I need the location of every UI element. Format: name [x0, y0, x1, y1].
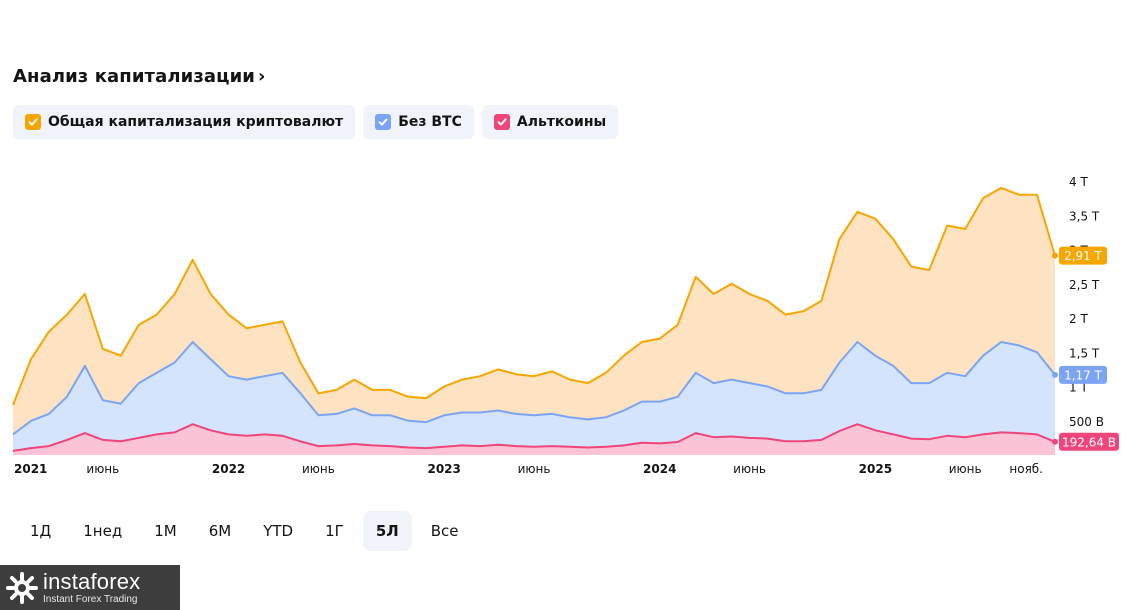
last-value-dot [1052, 438, 1058, 445]
y-tick-label: 500 B [1069, 415, 1104, 429]
range-tab-5y[interactable]: 5Л [362, 511, 412, 551]
watermark-tagline: Instant Forex Trading [43, 593, 138, 605]
checkbox-icon [25, 114, 41, 130]
x-tick-label: июнь [86, 462, 119, 476]
x-tick-label: июнь [518, 462, 551, 476]
range-tab-1y[interactable]: 1Г [325, 522, 344, 540]
range-tab-1m[interactable]: 1М [154, 522, 177, 540]
range-tab-6m[interactable]: 6М [208, 522, 232, 540]
last-value-badge-bg [1059, 365, 1107, 384]
y-tick-label: 2 T [1069, 312, 1088, 326]
x-tick-label: 2021 [14, 462, 47, 476]
last-value-dot [1052, 371, 1058, 378]
series-line-0 [12, 186, 1056, 406]
y-tick-label: 1,5 T [1069, 346, 1100, 360]
last-value-badge: 192,64 B [1052, 432, 1119, 451]
instaforex-watermark: instaforex Instant Forex Trading [0, 565, 180, 610]
checkbox-icon [375, 114, 392, 130]
watermark-name: instaforex [43, 568, 141, 594]
range-tab-ytd[interactable]: YTD [263, 522, 294, 540]
y-tick-label: 1 T [1069, 381, 1088, 395]
x-tick-label: июнь [302, 462, 335, 476]
chart-title[interactable]: Анализ капитализации › [13, 66, 266, 87]
last-value-label: 2,91 T [1064, 249, 1103, 263]
x-tick-label: 2023 [427, 462, 460, 476]
last-value-label: 192,64 B [1062, 435, 1116, 449]
last-value-badge: 1,17 T [1052, 365, 1107, 384]
series-area-2 [13, 424, 1055, 455]
range-tabs: 1Д 1нед 1М 6М YTD 1Г 5Л Все [17, 511, 478, 551]
market-cap-chart[interactable]: 500 B1 T1,5 T2 T2,5 T3 T3,5 T4 T2021июнь… [0, 155, 1128, 485]
legend-label: Без BTC [398, 114, 462, 130]
range-tab-1d[interactable]: 1Д [30, 522, 52, 540]
y-tick-label: 3,5 T [1069, 209, 1100, 223]
series-line-1 [12, 341, 1056, 436]
x-tick-label: 2022 [212, 462, 245, 476]
legend: Общая капитализация криптовалют Без BTC … [13, 105, 619, 139]
legend-toggle-without-btc[interactable]: Без BTC [363, 105, 474, 139]
last-value-label: 1,17 T [1064, 368, 1103, 382]
series-area-1 [13, 342, 1055, 455]
chevron-right-icon: › [258, 66, 266, 87]
y-tick-label: 2,5 T [1069, 278, 1100, 292]
legend-toggle-altcoins[interactable]: Альткоины [481, 105, 619, 139]
series-line-2 [12, 423, 1056, 452]
range-tab-all[interactable]: Все [430, 522, 459, 540]
range-tab-1w[interactable]: 1нед [83, 522, 123, 540]
last-value-badge: 2,91 T [1052, 246, 1107, 265]
x-tick-label: июнь [733, 462, 766, 476]
legend-toggle-total-cap[interactable]: Общая капитализация криптовалют [13, 105, 356, 139]
x-tick-label: 2025 [859, 462, 892, 476]
legend-label: Альткоины [516, 114, 607, 130]
x-tick-label: июнь [949, 462, 982, 476]
last-value-badge-bg [1059, 246, 1107, 265]
y-tick-label: 4 T [1069, 175, 1088, 189]
x-tick-label: нояб. [1009, 462, 1043, 476]
last-value-dot [1052, 252, 1058, 259]
legend-label: Общая капитализация криптовалют [48, 114, 344, 130]
chart-title-text: Анализ капитализации [13, 66, 255, 87]
last-value-badge-bg [1059, 432, 1119, 451]
checkbox-icon [493, 114, 510, 130]
instaforex-logo-icon [6, 571, 38, 604]
x-tick-label: 2024 [643, 462, 676, 476]
